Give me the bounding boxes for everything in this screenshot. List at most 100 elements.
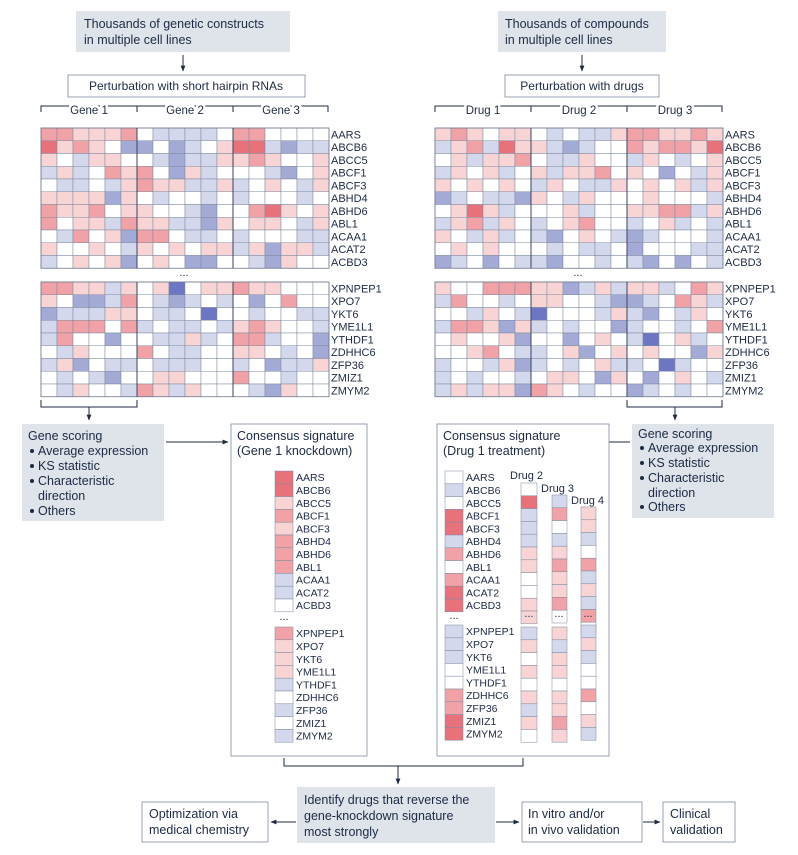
right-heatmap-cell	[690, 255, 708, 269]
left-heatmap-cell	[280, 281, 298, 295]
left-heatmap-cell	[216, 166, 234, 180]
gene-row-label: ABCF3	[331, 180, 366, 192]
gene-row-label: ACAT2	[725, 244, 760, 256]
left-heatmap-cell	[184, 281, 202, 295]
left-heatmap-cell	[136, 217, 154, 231]
drug-4-strip-cell	[580, 727, 597, 741]
right-heatmap-cell	[578, 166, 596, 180]
right-heatmap-cell	[626, 294, 644, 308]
right-heatmap-cell	[562, 153, 580, 167]
left-heatmap-cell	[200, 166, 218, 180]
gene-row-label: ZDHHC6	[331, 347, 376, 359]
left-heatmap-cell	[56, 255, 74, 269]
gene-row-label: ZMYM2	[725, 385, 764, 397]
drug-2-label: Drug 2	[510, 470, 543, 482]
left-heatmap-cell	[120, 345, 138, 359]
left-heatmap-cell	[72, 191, 90, 205]
left-heatmap-cell	[40, 383, 58, 397]
right-heatmap-cell	[578, 229, 596, 243]
right-heatmap-cell	[450, 229, 468, 243]
right-heatmap-cell	[450, 345, 468, 359]
drug-2-strip-cell	[520, 677, 538, 692]
left-heatmap-cell	[56, 153, 74, 167]
right-heatmap-cell	[610, 255, 628, 269]
left-heatmap-cell	[120, 358, 138, 372]
left-heatmap-cell	[104, 255, 122, 269]
right-consensus-cell	[444, 483, 464, 497]
left-heatmap-cell	[312, 178, 330, 192]
left-heatmap-cell	[312, 191, 330, 205]
left-heatmap-cell	[88, 383, 106, 397]
left-heatmap-cell	[264, 294, 282, 308]
right-heatmap-cell	[674, 204, 692, 218]
right-heatmap-cell	[482, 281, 500, 295]
left-heatmap-cell	[152, 307, 170, 321]
right-heatmap-cell	[466, 371, 484, 385]
consensus-gene-label: YKT6	[466, 652, 492, 664]
right-scoring-item-3a: Characteristic	[648, 471, 724, 485]
right-heatmap-cell	[690, 332, 708, 346]
left-heatmap-cell	[184, 358, 202, 372]
right-heatmap-cell	[530, 166, 548, 180]
left-gene-scoring-box	[22, 424, 164, 521]
left-heatmap-cell	[104, 320, 122, 334]
right-heatmap-cell	[658, 255, 676, 269]
left-heatmap-cell	[168, 178, 186, 192]
consensus-gene-label: ACBD3	[466, 600, 501, 612]
left-heatmap-cell	[280, 217, 298, 231]
drug-3-strip-cell	[551, 558, 568, 573]
right-heatmap-top	[434, 127, 724, 269]
left-heatmap-frame	[40, 127, 330, 269]
consensus-gene-label: YME1L1	[466, 665, 506, 677]
left-heatmap-cell	[168, 371, 186, 385]
left-heatmap-cell	[104, 294, 122, 308]
consensus-gene-label: ABL1	[466, 562, 492, 574]
left-heatmap-cell	[120, 229, 138, 243]
left-heatmap-cell	[200, 217, 218, 231]
right-consensus-cell	[444, 663, 464, 677]
right-heatmap-row-labels-top: AARSABCB6ABCC5ABCF1ABCF3ABHD4ABHD6ABL1AC…	[725, 129, 762, 268]
drug-2-strip-cell	[520, 703, 538, 717]
consensus-gene-label: ABCF3	[296, 523, 330, 535]
right-heatmap-cell	[530, 294, 548, 308]
right-heatmap-cell	[626, 383, 644, 397]
right-heatmap-cell	[466, 294, 484, 308]
right-heatmap-cell	[594, 358, 612, 372]
identify-line-1: Identify drugs that reverse the	[304, 793, 469, 807]
drug-2-ellipsis: ...	[524, 608, 533, 620]
right-heatmap-cell	[434, 191, 452, 205]
drug-4-strip-cell	[580, 583, 597, 597]
right-heatmap-cell	[642, 281, 660, 295]
right-heatmap-cell	[642, 371, 660, 385]
right-scoring-item-4: Others	[648, 500, 686, 514]
right-heatmap-cell	[466, 358, 484, 372]
gene-row-label: YTHDF1	[331, 334, 374, 346]
left-heatmap-cell	[200, 281, 218, 295]
consensus-gene-label: YTHDF1	[296, 679, 337, 691]
right-heatmap-cell	[562, 229, 580, 243]
right-heatmap-cell	[482, 217, 500, 231]
left-heatmap-cell	[104, 140, 122, 154]
right-heatmap-cell	[674, 191, 692, 205]
left-heatmap-cell	[72, 166, 90, 180]
left-heatmap-cell	[88, 371, 106, 385]
right-heatmap-cell	[434, 307, 452, 321]
right-heatmap-cell	[450, 358, 468, 372]
left-heatmap-cell	[216, 217, 234, 231]
left-heatmap-cell	[232, 191, 250, 205]
right-consensus-cell	[444, 701, 464, 715]
right-heatmap-cell	[642, 383, 660, 397]
right-heatmap-cell	[498, 191, 516, 205]
left-heatmap-row-labels-top: AARSABCB6ABCC5ABCF1ABCF3ABHD4ABHD6ABL1AC…	[331, 129, 368, 268]
right-heatmap-cell	[642, 153, 660, 167]
left-heatmap-cell	[264, 178, 282, 192]
left-scoring-item-3a: Characteristic	[38, 474, 114, 488]
left-consensus-cell	[274, 626, 294, 641]
left-heatmap-cell	[168, 332, 186, 346]
right-heatmap-cell	[546, 255, 564, 269]
left-heatmap-cell	[312, 217, 330, 231]
left-consensus-ellipsis: ...	[279, 611, 288, 623]
left-heatmap-cell	[104, 178, 122, 192]
right-heatmap-cell	[578, 383, 596, 397]
right-heatmap-cell	[466, 320, 484, 334]
